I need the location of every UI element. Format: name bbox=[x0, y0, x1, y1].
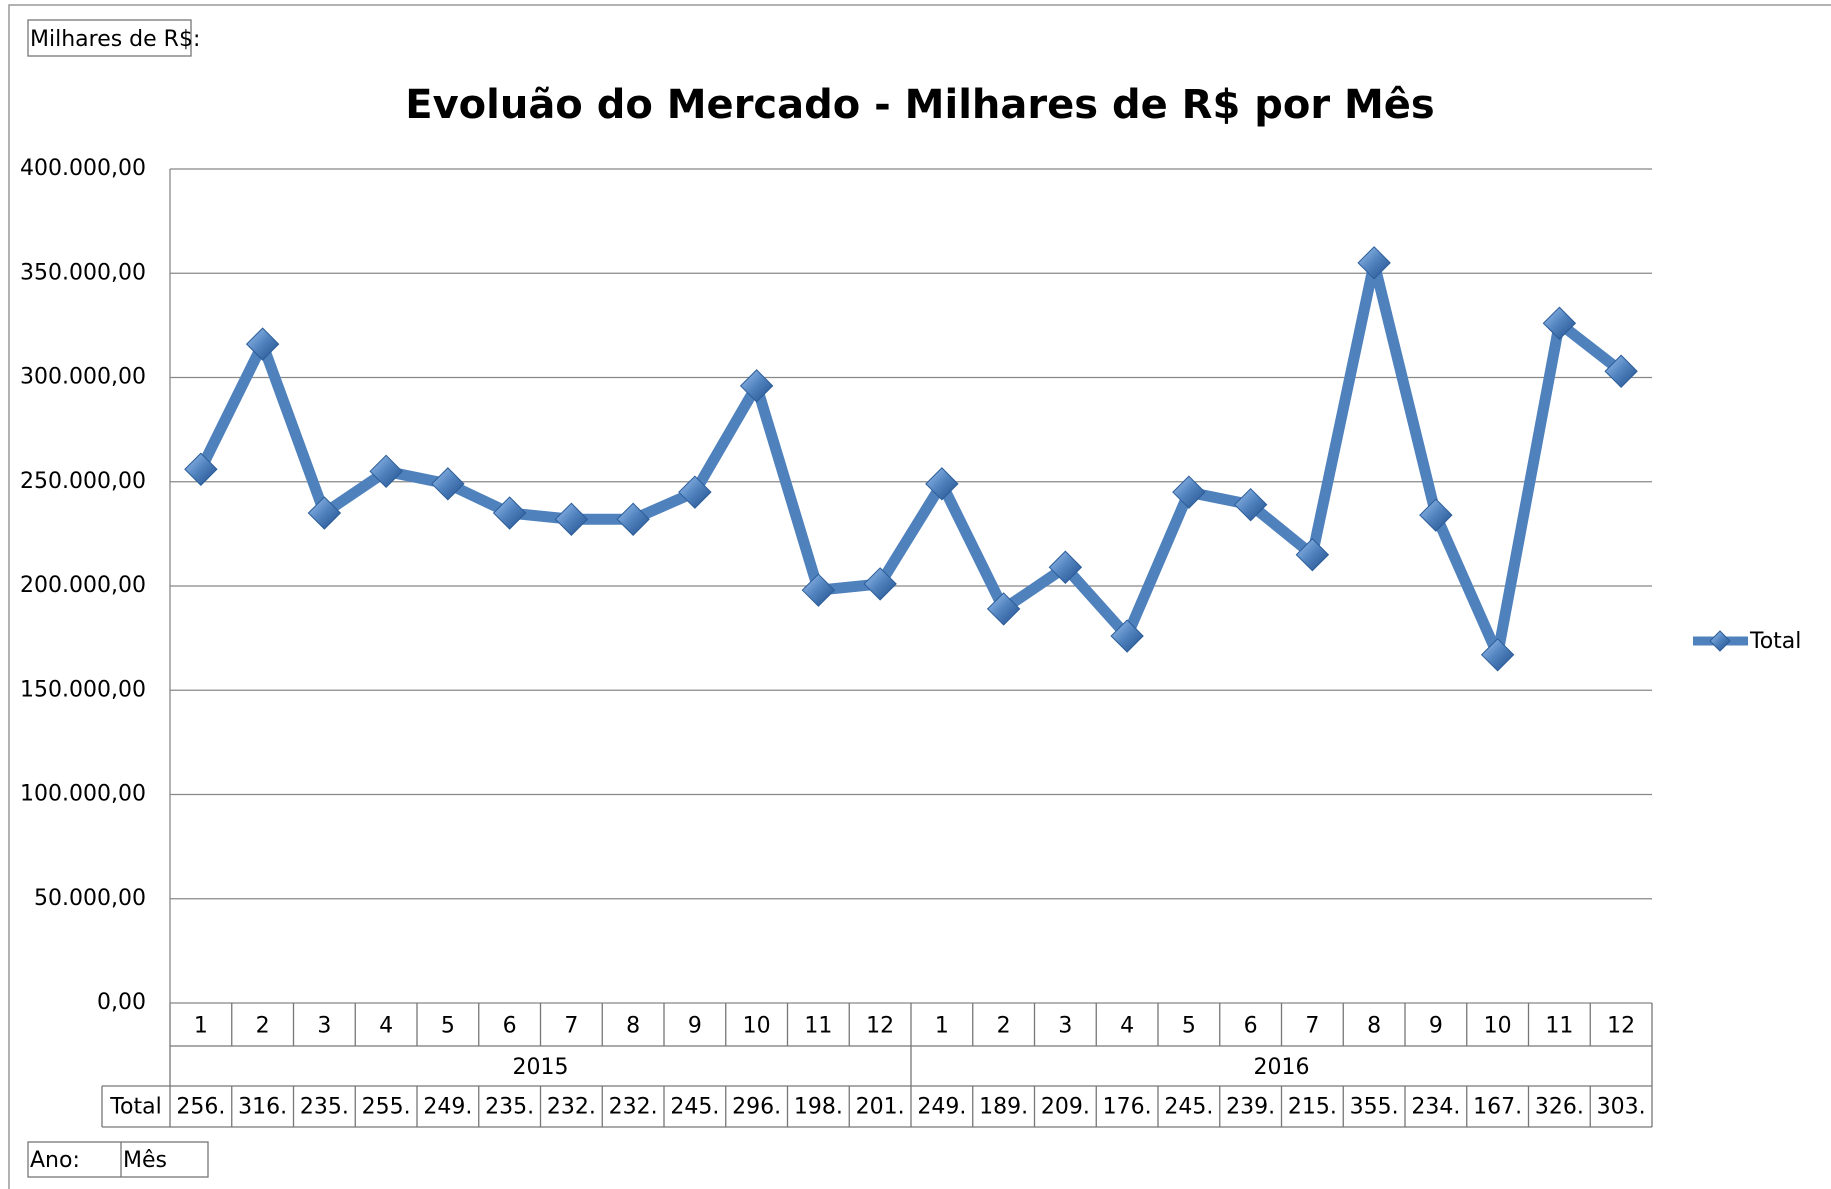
x-tick-label: 4 bbox=[379, 1014, 393, 1039]
value-label: 303. bbox=[1597, 1095, 1646, 1120]
x-tick-label: 7 bbox=[1305, 1014, 1319, 1039]
y-tick-label: 250.000,00 bbox=[20, 469, 146, 494]
x-tick-label: 8 bbox=[1367, 1014, 1381, 1039]
x-tick-label: 3 bbox=[1058, 1014, 1072, 1039]
x-tick-label: 11 bbox=[804, 1014, 832, 1039]
marker bbox=[492, 496, 527, 530]
y-tick-label: 100.000,00 bbox=[20, 782, 146, 807]
value-label: 326. bbox=[1535, 1095, 1584, 1120]
legend-marker bbox=[1709, 630, 1731, 652]
value-label: 167. bbox=[1473, 1095, 1522, 1120]
value-label: 239. bbox=[1226, 1095, 1275, 1120]
y-tick-label: 350.000,00 bbox=[20, 260, 146, 285]
y-tick-label: 400.000,00 bbox=[20, 156, 146, 181]
legend-label: Total bbox=[1749, 629, 1801, 654]
value-label: 296. bbox=[732, 1095, 781, 1120]
x-tick-label: 8 bbox=[626, 1014, 640, 1039]
marker bbox=[801, 573, 836, 607]
x-tick-label: 9 bbox=[688, 1014, 702, 1039]
marker bbox=[1542, 306, 1577, 340]
marker bbox=[369, 454, 403, 489]
marker bbox=[1419, 498, 1453, 532]
marker bbox=[1604, 354, 1638, 388]
value-label: 245. bbox=[1164, 1095, 1213, 1120]
marker bbox=[245, 327, 280, 361]
marker bbox=[307, 496, 342, 530]
group-label: 2015 bbox=[513, 1055, 569, 1080]
value-label: 249. bbox=[423, 1095, 472, 1120]
x-tick-label: 12 bbox=[866, 1014, 894, 1039]
marker bbox=[554, 502, 589, 536]
field-box bbox=[27, 19, 192, 57]
marker bbox=[1048, 550, 1083, 584]
value-label: 215. bbox=[1288, 1095, 1337, 1120]
marker bbox=[431, 467, 465, 501]
x-tick-label: 6 bbox=[503, 1014, 517, 1039]
value-label: 198. bbox=[794, 1095, 843, 1120]
marker bbox=[925, 467, 959, 501]
chart-title: Evoluão do Mercado - Milhares de R$ por … bbox=[405, 82, 1434, 128]
series-line bbox=[195, 257, 1625, 661]
field-box bbox=[27, 1141, 209, 1178]
marker bbox=[616, 502, 650, 536]
x-tick-label: 6 bbox=[1244, 1014, 1258, 1039]
x-tick-label: 5 bbox=[441, 1014, 455, 1039]
y-tick-label: 0,00 bbox=[97, 990, 146, 1015]
marker bbox=[1172, 475, 1206, 509]
marker bbox=[678, 475, 712, 509]
x-tick-label: 10 bbox=[1484, 1014, 1512, 1039]
x-tick-label: 11 bbox=[1545, 1014, 1573, 1039]
value-label: 201. bbox=[856, 1095, 905, 1120]
marker bbox=[863, 567, 897, 601]
y-tick-label: 150.000,00 bbox=[20, 677, 146, 702]
y-tick-label: 200.000,00 bbox=[20, 573, 146, 598]
y-tick-label: 50.000,00 bbox=[34, 886, 146, 911]
marker bbox=[1295, 538, 1330, 572]
field-label: Milhares de R$: bbox=[30, 27, 200, 52]
x-tick-label: 12 bbox=[1607, 1014, 1635, 1039]
marker bbox=[739, 369, 774, 403]
x-tick-label: 2 bbox=[256, 1014, 270, 1039]
value-label: 234. bbox=[1411, 1095, 1460, 1120]
value-label: 256. bbox=[176, 1095, 225, 1120]
group-label: 2016 bbox=[1254, 1055, 1310, 1080]
marker bbox=[986, 592, 1021, 626]
y-tick-label: 300.000,00 bbox=[20, 365, 146, 390]
marker bbox=[184, 452, 218, 486]
marker bbox=[1480, 638, 1515, 672]
marker bbox=[1357, 246, 1391, 280]
value-label: 245. bbox=[670, 1095, 719, 1120]
x-tick-label: 9 bbox=[1429, 1014, 1443, 1039]
marker bbox=[1233, 487, 1268, 522]
value-label: 235. bbox=[485, 1095, 534, 1120]
marker bbox=[1110, 619, 1144, 653]
value-label: 232. bbox=[609, 1095, 658, 1120]
x-tick-label: 2 bbox=[997, 1014, 1011, 1039]
x-tick-label: 4 bbox=[1120, 1014, 1134, 1039]
row-label: Total bbox=[109, 1095, 161, 1120]
field-label: Mês bbox=[123, 1148, 167, 1173]
value-label: 249. bbox=[917, 1095, 966, 1120]
value-label: 235. bbox=[300, 1095, 349, 1120]
x-tick-label: 10 bbox=[743, 1014, 771, 1039]
value-label: 232. bbox=[547, 1095, 596, 1120]
value-label: 189. bbox=[979, 1095, 1028, 1120]
frame bbox=[8, 4, 1831, 1189]
x-tick-label: 1 bbox=[935, 1014, 949, 1039]
value-label: 316. bbox=[238, 1095, 287, 1120]
value-label: 255. bbox=[362, 1095, 411, 1120]
value-label: 176. bbox=[1103, 1095, 1152, 1120]
value-label: 209. bbox=[1041, 1095, 1090, 1120]
x-tick-label: 1 bbox=[194, 1014, 208, 1039]
x-tick-label: 5 bbox=[1182, 1014, 1196, 1039]
field-label: Ano: bbox=[30, 1148, 80, 1173]
value-label: 355. bbox=[1350, 1095, 1399, 1120]
x-tick-label: 7 bbox=[564, 1014, 578, 1039]
x-tick-label: 3 bbox=[317, 1014, 331, 1039]
